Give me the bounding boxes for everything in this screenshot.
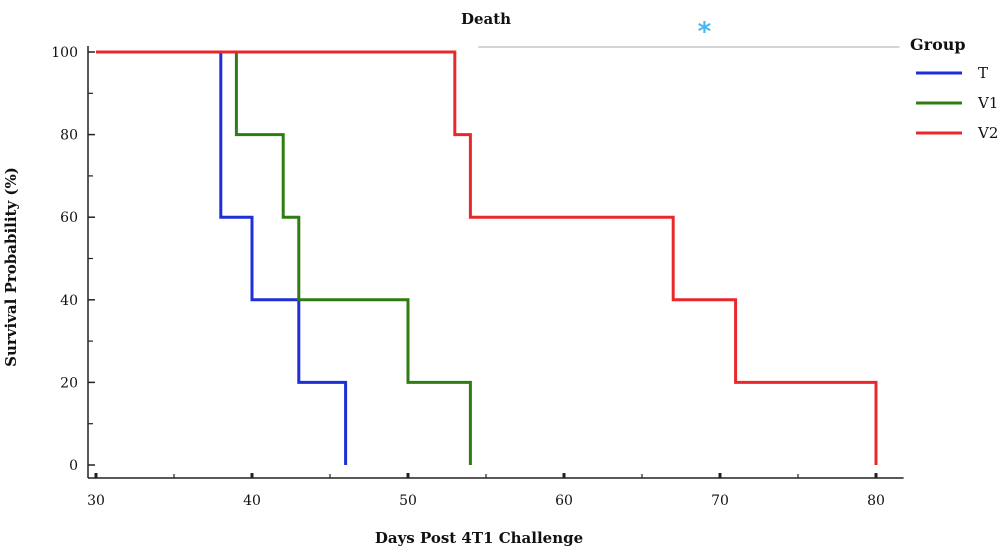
y-axis-label: Survival Probability (%) bbox=[2, 167, 20, 367]
legend-title: Group bbox=[910, 35, 966, 54]
x-tick-label: 60 bbox=[555, 493, 573, 509]
x-tick-label: 30 bbox=[87, 493, 105, 509]
y-tick-label: 80 bbox=[60, 128, 78, 144]
axes: 30 40 50 60 70 80 0 20 40 60 80 100 bbox=[51, 45, 904, 509]
x-tick-label: 80 bbox=[867, 493, 885, 509]
x-tick-label: 40 bbox=[243, 493, 261, 509]
series-layer bbox=[96, 50, 878, 465]
significance-annotation: * bbox=[478, 17, 900, 48]
chart-title: Death bbox=[461, 10, 511, 28]
x-tick-label: 50 bbox=[399, 493, 417, 509]
legend-label-v2: V2 bbox=[977, 124, 998, 142]
y-tick-label: 0 bbox=[69, 458, 78, 474]
y-tick-label: 60 bbox=[60, 210, 78, 226]
x-tick-label: 70 bbox=[711, 493, 729, 509]
series-line-v2 bbox=[96, 50, 878, 465]
y-tick-label: 20 bbox=[60, 375, 78, 391]
series-line-v1 bbox=[234, 52, 472, 465]
significance-asterisk: * bbox=[698, 17, 712, 47]
x-axis-label: Days Post 4T1 Challenge bbox=[375, 529, 583, 547]
series-line-t bbox=[219, 52, 348, 465]
legend: T V1 V2 bbox=[916, 64, 998, 142]
legend-label-v1: V1 bbox=[977, 94, 998, 112]
y-tick-label: 40 bbox=[60, 293, 78, 309]
legend-label-t: T bbox=[978, 64, 988, 82]
y-tick-label: 100 bbox=[51, 45, 78, 61]
